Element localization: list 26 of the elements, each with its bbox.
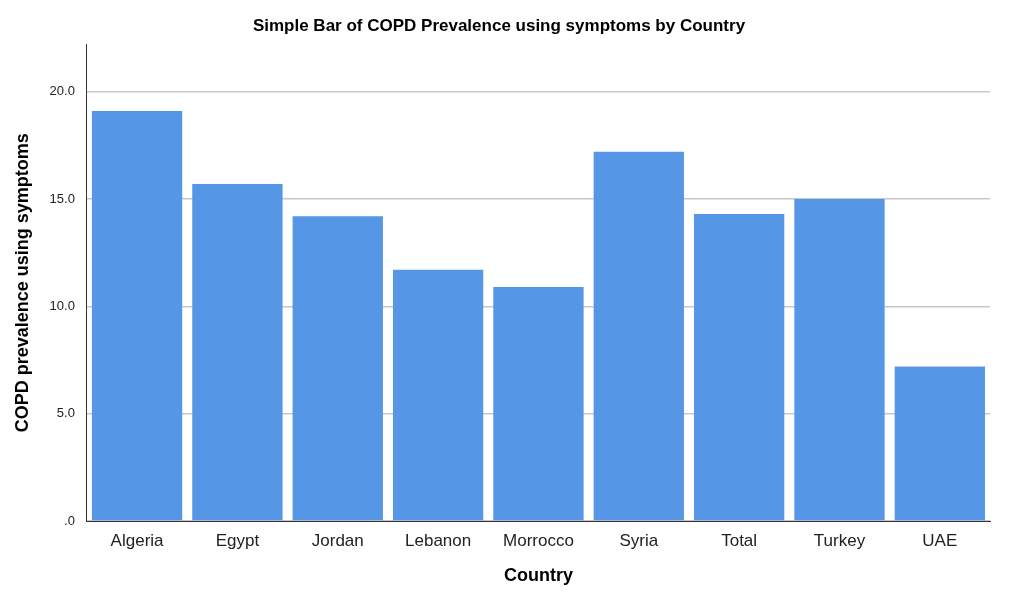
x-tick-label: Egypt — [215, 530, 260, 550]
x-tick-label: Jordan — [311, 530, 364, 550]
x-tick-label: Morrocco — [503, 530, 574, 550]
x-axis-title: Country — [503, 565, 573, 586]
y-tick-label: 15.0 — [49, 190, 75, 206]
y-axis-title: COPD prevalence using symptoms — [11, 133, 32, 433]
x-tick-label: Lebanon — [405, 530, 472, 550]
x-tick-label: Turkey — [813, 530, 866, 550]
y-tick-label: 20.0 — [49, 83, 75, 99]
bar — [894, 366, 985, 521]
bar — [794, 198, 885, 521]
bar — [493, 286, 584, 521]
bar — [693, 214, 785, 521]
bar — [192, 183, 283, 521]
x-tick-label: UAE — [922, 530, 958, 550]
chart-title: Simple Bar of COPD Prevalence using symptoms by Country — [252, 15, 746, 35]
bar — [392, 269, 484, 521]
x-tick-label: Algeria — [110, 530, 165, 550]
x-tick-label: Syria — [619, 530, 659, 550]
bar — [593, 151, 684, 521]
y-tick-label: 10.0 — [49, 297, 75, 313]
x-tick-label: Total — [721, 530, 758, 550]
bar — [91, 110, 183, 521]
y-tick-label: .0 — [64, 512, 75, 528]
bar — [292, 216, 383, 521]
y-tick-label: 5.0 — [56, 405, 75, 421]
